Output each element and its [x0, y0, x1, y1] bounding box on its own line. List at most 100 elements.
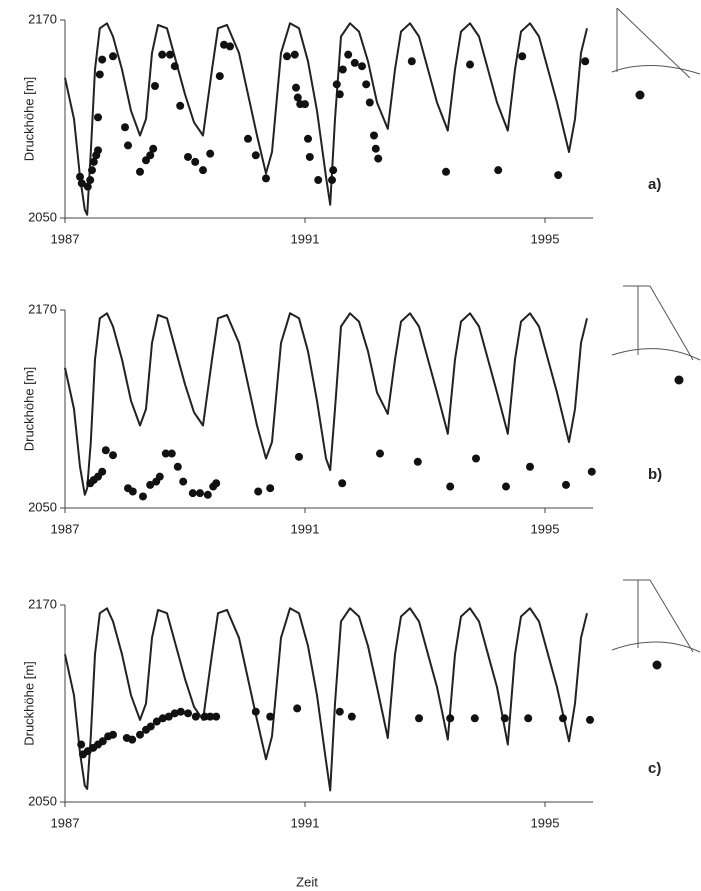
pressure-point	[176, 707, 185, 716]
pressure-point	[518, 52, 527, 61]
pressure-point	[128, 487, 137, 496]
pressure-point	[220, 40, 228, 49]
pressure-point	[203, 490, 212, 499]
pressure-point	[554, 171, 563, 180]
pressure-point	[166, 50, 174, 59]
pressure-point	[191, 712, 200, 721]
x-tick-label: 1991	[291, 521, 320, 536]
pressure-point	[329, 166, 338, 175]
pressure-point	[184, 152, 192, 161]
water-level-line	[64, 607, 588, 792]
pressure-point	[139, 492, 147, 501]
pressure-point	[502, 482, 510, 491]
pressure-point	[587, 467, 596, 476]
pressure-point	[293, 704, 302, 713]
x-tick-label: 1995	[531, 521, 560, 536]
pressure-point	[86, 176, 95, 185]
pressure-point	[338, 65, 347, 74]
pressure-point	[76, 172, 84, 181]
x-tick-label: 1991	[291, 231, 320, 246]
pressure-point	[167, 449, 176, 458]
pressure-point	[344, 50, 353, 59]
pressure-point	[170, 709, 179, 718]
pressure-point	[295, 452, 303, 461]
pressure-point	[95, 70, 104, 79]
pressure-point	[254, 487, 263, 496]
pressure-point	[212, 712, 221, 721]
panel-label: a)	[648, 176, 661, 193]
pressure-point	[149, 144, 158, 153]
x-tick-label: 1987	[51, 231, 80, 246]
pressure-point	[466, 60, 474, 69]
water-level-line	[64, 312, 588, 496]
y-tick-label: 2170	[28, 301, 57, 316]
pressure-point	[98, 55, 107, 64]
pressure-point	[407, 57, 416, 66]
y-axis-label: Druckhöhe [m]	[21, 661, 36, 746]
y-tick-label: 2050	[28, 209, 57, 224]
pressure-point	[305, 152, 314, 161]
pressure-point	[146, 722, 155, 731]
pressure-point	[304, 134, 312, 143]
y-tick-label: 2170	[28, 596, 57, 611]
pressure-point	[292, 83, 300, 92]
pressure-point	[362, 80, 371, 89]
pressure-point	[109, 451, 117, 460]
pressure-point	[470, 714, 479, 723]
pressure-point	[151, 82, 159, 90]
y-tick-label: 2050	[28, 793, 57, 808]
pressure-point	[446, 482, 455, 491]
pressure-point	[83, 182, 92, 191]
pressure-point	[109, 52, 117, 61]
pressure-point	[266, 484, 275, 493]
pressure-point	[98, 737, 107, 746]
pressure-point	[164, 712, 173, 721]
pressure-point	[128, 735, 137, 744]
pressure-point	[442, 167, 450, 176]
y-axis-label: Druckhöhe [m]	[21, 77, 36, 162]
pressure-point	[446, 714, 455, 723]
pressure-point	[226, 42, 234, 51]
pressure-point	[94, 113, 102, 122]
pressure-point	[524, 714, 533, 723]
pressure-point	[526, 462, 534, 471]
pressure-point	[283, 52, 291, 61]
pressure-point	[244, 134, 252, 143]
x-tick-label: 1995	[531, 231, 560, 246]
pressure-point	[146, 480, 155, 489]
pressure-point	[101, 446, 110, 455]
y-tick-label: 2050	[28, 499, 57, 514]
pressure-point	[136, 167, 144, 176]
x-axis-label: Zeit	[296, 874, 318, 889]
pressure-point	[335, 707, 344, 716]
pressure-point	[136, 730, 144, 739]
pressure-point	[109, 730, 117, 739]
pressure-point	[415, 714, 423, 723]
pressure-point	[215, 72, 224, 81]
pressure-point	[500, 714, 509, 723]
water-level-line	[64, 22, 588, 216]
pressure-point	[371, 144, 380, 153]
pressure-point	[559, 714, 567, 723]
pressure-point	[170, 62, 179, 71]
pressure-point	[251, 151, 260, 160]
pressure-point	[176, 101, 185, 110]
pressure-point	[173, 462, 182, 471]
pressure-point	[328, 176, 336, 185]
pressure-point	[335, 90, 344, 99]
pressure-point	[146, 151, 155, 160]
pressure-point	[206, 712, 215, 721]
pressure-point	[266, 712, 275, 721]
pressure-point	[350, 58, 359, 67]
pressure-point	[413, 457, 422, 466]
pressure-point	[88, 166, 96, 175]
pressure-point	[188, 489, 197, 498]
pressure-point	[191, 157, 200, 166]
x-tick-label: 1987	[51, 521, 80, 536]
x-tick-label: 1987	[51, 815, 80, 830]
y-tick-label: 2170	[28, 11, 57, 26]
pressure-point	[158, 50, 167, 59]
pressure-point	[262, 174, 270, 183]
pressure-point	[161, 449, 170, 458]
panel-label: b)	[648, 466, 662, 483]
